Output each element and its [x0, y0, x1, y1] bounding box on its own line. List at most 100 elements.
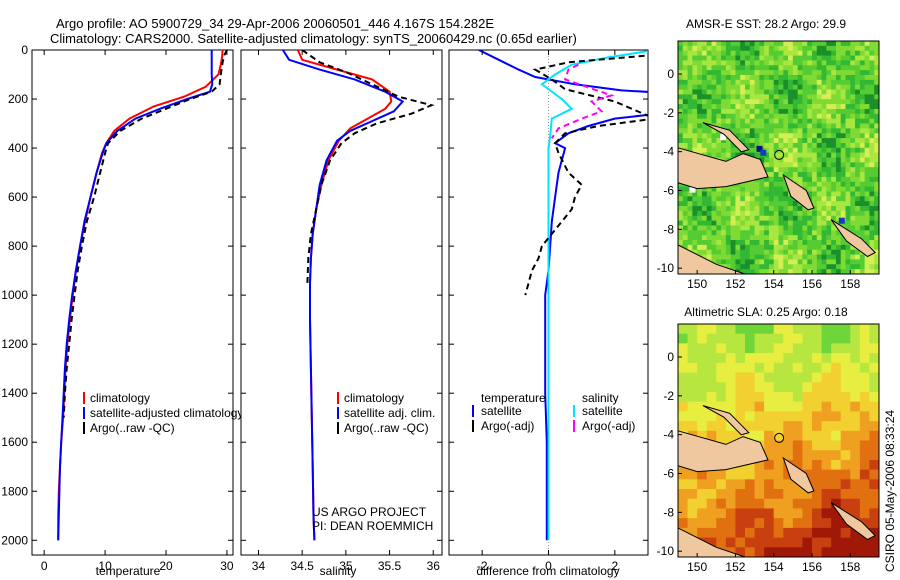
heat-cell — [740, 128, 746, 134]
heat-cell — [792, 45, 799, 52]
heat-cell — [869, 459, 880, 471]
heat-cell — [778, 99, 784, 105]
x-tick-label: 150 — [687, 277, 707, 291]
heat-cell — [874, 152, 880, 158]
heat-cell — [725, 206, 732, 212]
heat-cell — [821, 527, 832, 538]
heat-cell — [697, 84, 703, 90]
heat-cell — [764, 70, 770, 76]
heat-cell — [745, 220, 751, 226]
heat-cell — [826, 60, 832, 66]
heat-cell — [768, 240, 775, 246]
heat-cell — [859, 498, 870, 509]
heat-cell — [859, 333, 870, 344]
heat-cell — [749, 138, 755, 144]
heat-cell — [678, 225, 684, 231]
heat-cell — [869, 479, 880, 490]
heat-cell — [778, 201, 784, 207]
heat-cell — [850, 469, 861, 480]
heat-cell — [754, 382, 765, 393]
heat-cell — [802, 518, 813, 529]
heat-cell — [716, 469, 727, 480]
heat-cell — [682, 45, 688, 52]
heat-cell — [816, 65, 822, 71]
heat-cell — [759, 235, 765, 241]
heat-cell — [716, 196, 722, 202]
heat-cell — [706, 220, 712, 226]
heat-cell — [864, 210, 870, 217]
heat-cell — [802, 324, 813, 335]
heat-cell — [678, 391, 688, 403]
heat-cell — [816, 172, 822, 178]
heat-cell — [716, 138, 722, 144]
heat-cell — [735, 123, 741, 129]
heat-cell — [730, 230, 736, 236]
heat-cell — [807, 55, 813, 61]
heat-cell — [749, 201, 755, 207]
heat-cell — [692, 210, 698, 217]
heat-cell — [735, 401, 746, 412]
heat-cell — [850, 172, 856, 178]
heat-cell — [783, 210, 789, 217]
heat-cell — [754, 469, 765, 480]
heat-cell — [740, 123, 746, 129]
heat-cell — [768, 45, 775, 52]
heat-cell — [678, 220, 684, 226]
heat-cell — [826, 41, 832, 47]
heat-cell — [697, 324, 708, 335]
heat-cell — [768, 215, 775, 221]
heat-cell — [678, 50, 684, 56]
heat-cell — [740, 60, 746, 66]
heat-cell — [821, 215, 827, 221]
heat-cell — [716, 201, 722, 207]
heat-cell — [778, 254, 784, 260]
heat-cell — [706, 244, 712, 251]
heat-cell — [812, 79, 818, 86]
heat-cell — [687, 479, 698, 490]
heat-cell — [725, 254, 732, 260]
heat-cell — [721, 45, 727, 52]
heat-cell — [812, 382, 822, 393]
island — [677, 147, 769, 190]
heat-cell — [725, 421, 736, 432]
heat-cell — [701, 123, 708, 129]
heat-cell — [764, 264, 770, 270]
plot-area — [282, 50, 435, 541]
heat-cell — [697, 235, 703, 241]
heat-cell — [869, 230, 875, 236]
legend-satellite: satellite-adjusted climatology — [90, 406, 243, 420]
heat-cell — [706, 353, 717, 364]
heat-cell — [735, 324, 746, 335]
heat-cell — [831, 84, 837, 90]
heat-cell — [850, 41, 856, 47]
heat-cell — [835, 133, 842, 139]
x-tick-label: 152 — [725, 560, 745, 574]
heat-cell — [716, 41, 722, 47]
heat-cell — [706, 94, 712, 100]
heat-cell — [792, 152, 799, 158]
heat-cell — [678, 421, 688, 432]
heat-cell — [859, 411, 870, 422]
heat-cell — [716, 479, 727, 490]
heat-cell — [845, 60, 851, 66]
heat-cell — [850, 201, 856, 207]
legend-argo: Argo(..raw -QC) — [90, 421, 175, 435]
heat-cell — [721, 113, 727, 120]
heat-cell — [764, 440, 775, 451]
heat-cell — [783, 401, 794, 412]
heat-cell — [874, 84, 880, 90]
heat-cell — [721, 235, 727, 241]
heat-cell — [845, 50, 851, 56]
heat-cell — [797, 113, 803, 120]
heat-cell — [864, 138, 870, 144]
heat-cell — [682, 191, 688, 197]
heat-cell — [850, 421, 861, 432]
heat-cell — [831, 421, 842, 432]
heat-cell — [764, 324, 775, 335]
heat-cell — [778, 220, 784, 226]
heat-cell — [783, 147, 789, 154]
heat-cell — [687, 489, 698, 500]
heat-cell — [759, 55, 765, 61]
heat-cell — [869, 60, 875, 66]
heat-cell — [869, 142, 875, 149]
